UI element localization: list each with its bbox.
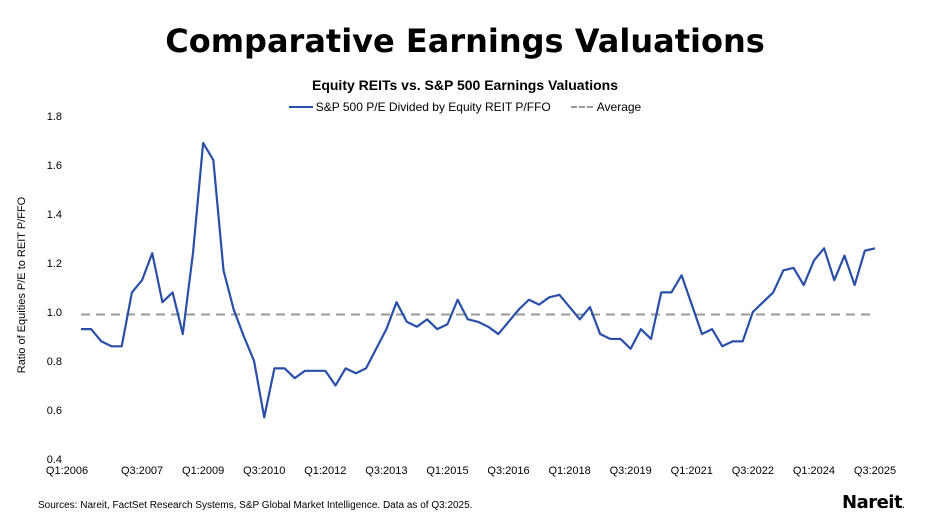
x-tick-label: Q3:2019 [610, 465, 652, 477]
x-tick-label: Q3:2025 [854, 465, 896, 477]
x-tick-label: Q3:2022 [732, 465, 774, 477]
y-tick-label: 1.4 [47, 209, 62, 221]
x-tick-label: Q1:2006 [46, 465, 88, 477]
legend: S&P 500 P/E Divided by Equity REIT P/FFO… [0, 99, 930, 114]
legend-swatch-ratio [288, 105, 313, 108]
x-tick-label: Q3:2016 [487, 465, 529, 477]
x-tick-label: Q1:2015 [426, 465, 468, 477]
x-tick-label: Q3:2010 [243, 465, 285, 477]
x-tick-label: Q3:2013 [365, 465, 407, 477]
x-tick-label: Q1:2024 [793, 465, 835, 477]
y-tick-label: 1.0 [47, 307, 62, 319]
y-tick-label: 0.4 [47, 454, 62, 466]
legend-label-average: Average [596, 99, 642, 114]
y-tick-label: 1.6 [47, 160, 62, 172]
y-tick-label: 1.8 [47, 111, 62, 123]
legend-swatch-average [570, 105, 593, 108]
y-tick-label: 0.6 [47, 405, 62, 417]
chart-title: Equity REITs vs. S&P 500 Earnings Valuat… [311, 77, 619, 93]
page-title: Comparative Earnings Valuations [165, 22, 765, 60]
x-tick-label: Q1:2009 [182, 465, 224, 477]
nareit-logo: Nareit. [842, 492, 905, 513]
y-tick-label: 1.2 [47, 258, 62, 270]
source-note: Sources: Nareit, FactSet Research System… [38, 500, 473, 511]
ratio-series-line [81, 141, 876, 419]
x-tick-label: Q1:2018 [549, 465, 591, 477]
legend-label-ratio: S&P 500 P/E Divided by Equity REIT P/FFO [315, 99, 551, 114]
x-tick-label: Q1:2012 [304, 465, 346, 477]
x-tick-label: Q1:2021 [671, 465, 713, 477]
x-tick-label: Q3:2007 [121, 465, 163, 477]
y-tick-label: 0.8 [47, 356, 62, 368]
